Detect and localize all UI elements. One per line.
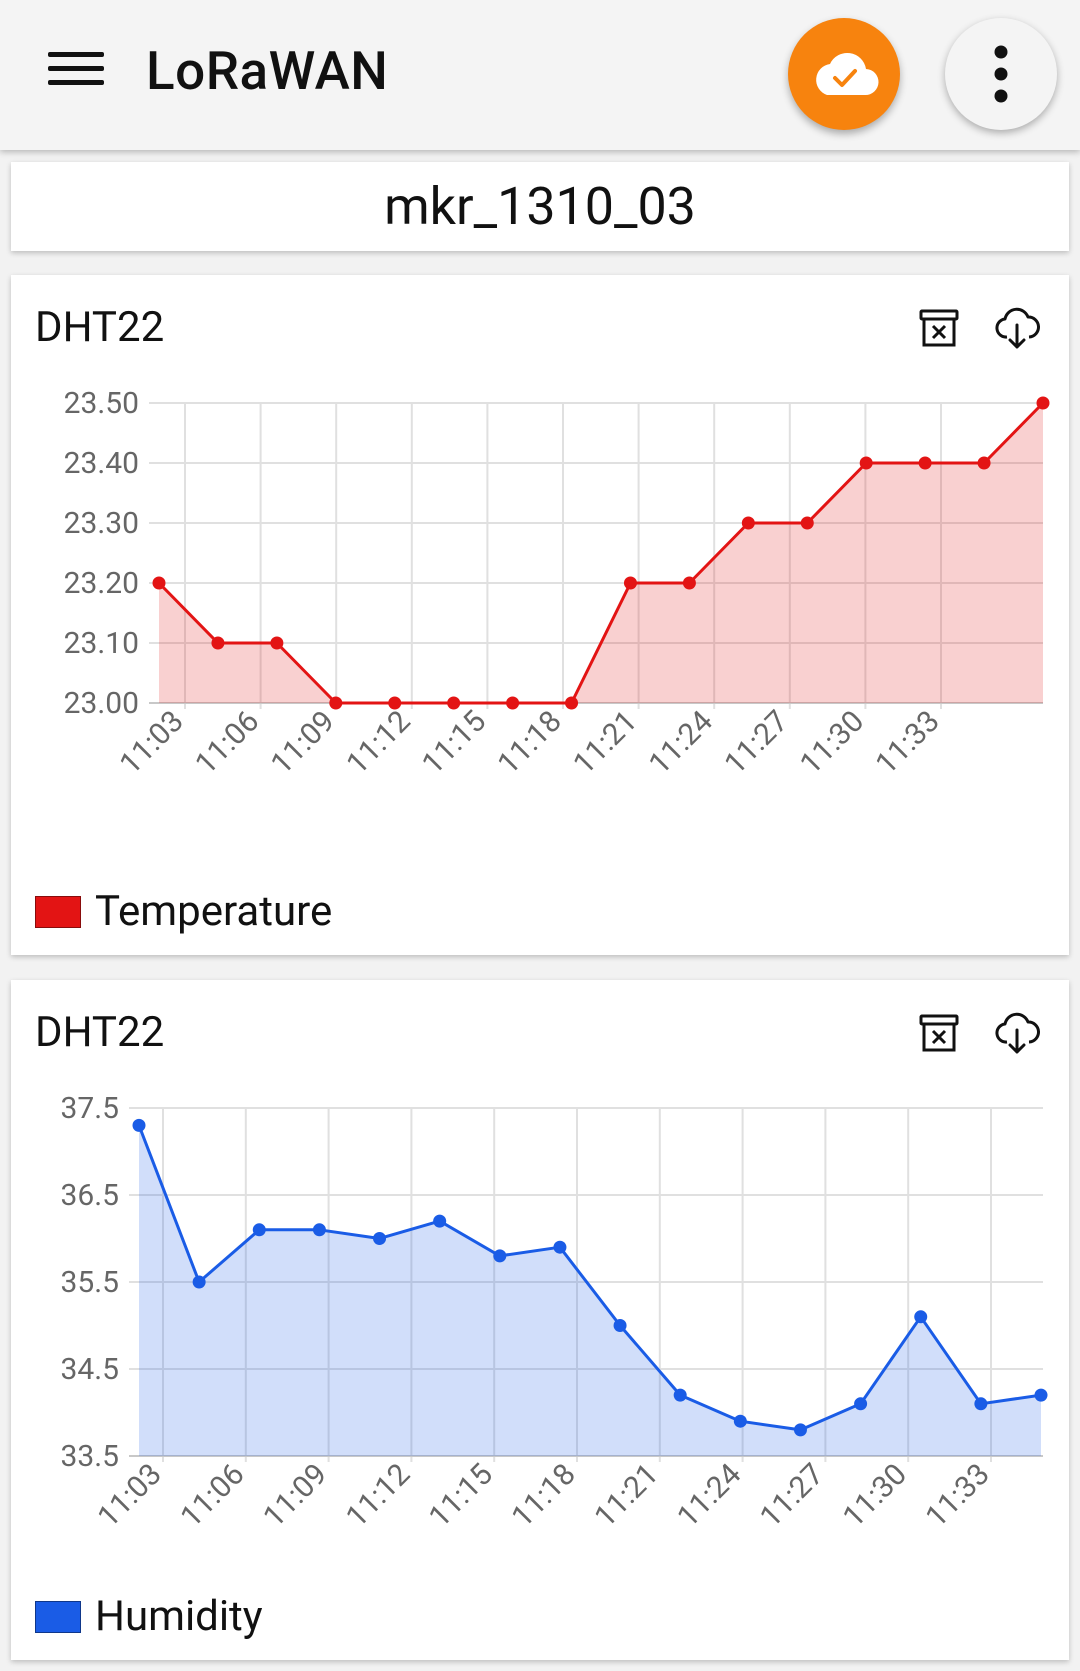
- temperature-chart-card: DHT22 23.00 23.10 23.20 23.30 23.40 23.50 11:0…: [11, 275, 1069, 955]
- data-point: [447, 696, 461, 710]
- y-tick-label: 37.5: [61, 1091, 120, 1126]
- x-tick-label: 11:06: [189, 704, 267, 782]
- data-point: [211, 636, 225, 650]
- x-tick-label: 11:21: [567, 704, 645, 782]
- data-point: [974, 1397, 988, 1411]
- series-line: [157, 401, 1045, 705]
- data-point: [132, 1118, 146, 1132]
- data-point: [859, 456, 873, 470]
- legend: Humidity: [35, 1592, 263, 1641]
- humidity-chart-card: DHT22 33.5 34.5 35.5 36.5 37.5 11:03 11:06 11:0…: [11, 980, 1069, 1660]
- cloud-download-icon: [995, 1012, 1040, 1054]
- data-point: [793, 1423, 807, 1437]
- x-tick-label: 11:18: [491, 704, 569, 782]
- download-button[interactable]: [993, 305, 1041, 353]
- data-point: [918, 456, 932, 470]
- data-point: [800, 516, 814, 530]
- x-tick-label: 11:24: [642, 704, 720, 782]
- data-point: [270, 636, 284, 650]
- data-point: [553, 1240, 567, 1254]
- series-line: [137, 1124, 1042, 1432]
- app-bar: LoRaWAN: [0, 0, 1080, 150]
- data-point: [682, 576, 696, 590]
- x-tick-label: 11:15: [422, 1457, 500, 1535]
- x-tick-label: 11:12: [340, 704, 418, 782]
- humidity-chart: 33.534.535.536.537.511:03 11:06 11:09 11:12…: [61, 1091, 1048, 1535]
- data-point: [329, 696, 343, 710]
- data-point: [565, 696, 579, 710]
- x-tick-label: 11:18: [505, 1457, 583, 1535]
- data-point: [1036, 396, 1050, 410]
- data-point: [506, 696, 520, 710]
- menu-icon[interactable]: [48, 52, 104, 96]
- chart-title: DHT22: [35, 303, 165, 352]
- x-tick-label: 11:21: [588, 1457, 666, 1535]
- delete-button[interactable]: [915, 305, 963, 353]
- device-card: mkr_1310_03: [11, 162, 1069, 251]
- device-name: mkr_1310_03: [384, 176, 696, 237]
- delete-button[interactable]: [915, 1010, 963, 1058]
- y-tick-label: 23.10: [64, 626, 139, 661]
- data-point: [673, 1388, 687, 1402]
- legend-label: Humidity: [95, 1592, 263, 1641]
- x-tick-label: 11:09: [264, 704, 342, 782]
- chart-title: DHT22: [35, 1008, 165, 1057]
- x-tick-label: 11:12: [339, 1457, 417, 1535]
- y-tick-label: 35.5: [61, 1265, 120, 1300]
- more-vert-icon: [994, 45, 1008, 103]
- y-tick-label: 23.20: [64, 566, 139, 601]
- data-point: [192, 1275, 206, 1289]
- data-point: [312, 1223, 326, 1237]
- x-tick-label: 11:24: [671, 1457, 749, 1535]
- data-point: [373, 1232, 387, 1245]
- app-title: LoRaWAN: [146, 40, 389, 102]
- data-point: [388, 696, 402, 710]
- x-tick-label: 11:30: [793, 704, 871, 782]
- y-tick-label: 33.5: [61, 1439, 120, 1474]
- data-point: [741, 516, 755, 530]
- data-point: [977, 456, 991, 470]
- y-tick-label: 23.50: [64, 386, 139, 421]
- data-point: [623, 576, 637, 590]
- series-area: [139, 1125, 1041, 1456]
- data-point: [493, 1249, 507, 1263]
- x-tick-label: 11:27: [718, 704, 796, 782]
- download-button[interactable]: [993, 1010, 1041, 1058]
- y-tick-label: 23.00: [64, 686, 139, 721]
- data-point: [854, 1397, 868, 1411]
- temperature-chart: 23.0023.1023.2023.3023.4023.5011:0311:06…: [64, 386, 1050, 782]
- data-point: [733, 1414, 747, 1428]
- delete-icon: [919, 309, 959, 347]
- legend-swatch: [35, 1600, 81, 1633]
- y-tick-label: 36.5: [61, 1178, 120, 1213]
- y-tick-label: 34.5: [61, 1352, 120, 1387]
- series-area: [159, 403, 1043, 703]
- x-tick-label: 11:15: [415, 704, 493, 782]
- cloud-download-icon: [995, 307, 1040, 349]
- y-tick-label: 23.30: [64, 506, 139, 541]
- more-options-button[interactable]: [945, 18, 1057, 130]
- data-point: [152, 576, 166, 590]
- data-point: [433, 1214, 447, 1228]
- cloud-check-icon: [816, 52, 879, 96]
- legend-label: Temperature: [95, 887, 333, 936]
- delete-icon: [919, 1014, 959, 1052]
- x-tick-label: 11:30: [836, 1457, 914, 1535]
- data-point: [914, 1310, 928, 1324]
- data-point: [613, 1319, 627, 1332]
- x-tick-label: 11:33: [869, 704, 947, 782]
- data-point: [252, 1223, 266, 1237]
- cloud-status-button[interactable]: [788, 18, 900, 130]
- x-tick-label: 11:06: [174, 1457, 252, 1535]
- y-tick-label: 23.40: [64, 446, 139, 481]
- legend: Temperature: [35, 887, 332, 936]
- legend-swatch: [35, 895, 81, 928]
- x-tick-label: 11:33: [919, 1457, 997, 1535]
- data-point: [1034, 1388, 1048, 1402]
- x-tick-label: 11:27: [753, 1457, 831, 1535]
- x-tick-label: 11:09: [257, 1457, 335, 1535]
